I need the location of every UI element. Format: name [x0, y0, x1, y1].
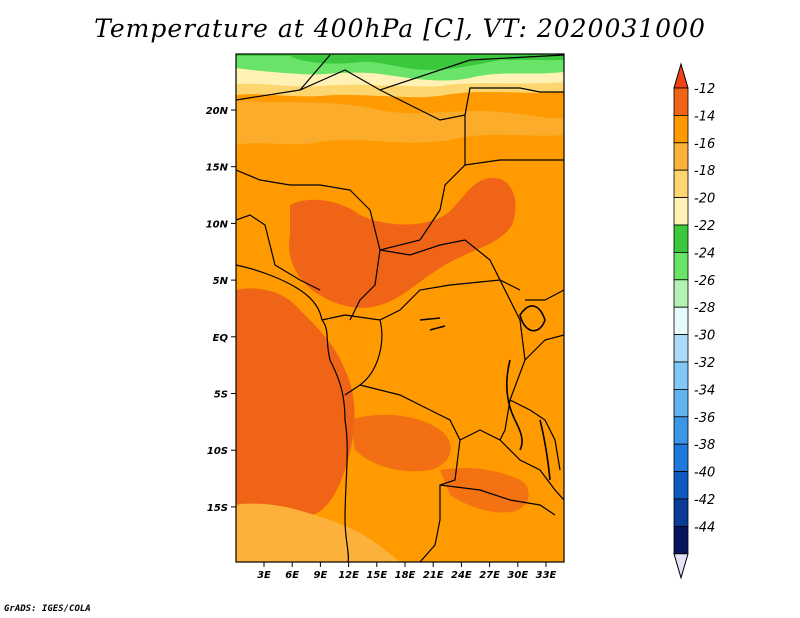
- cool-region-south: [236, 503, 400, 562]
- colorbar-level-label: -42: [694, 493, 715, 508]
- colorbar-swatch: [673, 115, 689, 144]
- lon-tick-label: 33E: [536, 570, 557, 581]
- colorbar-swatch: [673, 498, 689, 527]
- colorbar-level-label: -26: [694, 274, 715, 289]
- colorbar-level-label: -12: [694, 82, 715, 97]
- colorbar-level-label: -20: [694, 192, 715, 207]
- lon-tick-label: 21E: [423, 570, 444, 581]
- lat-tick-label: 20N: [206, 106, 229, 117]
- warm-region-south: [350, 414, 451, 472]
- colorbar: -12 -14 -16 -18 -20 -22 -24 -26 -28 -30 -32 -34 -36 -…: [673, 62, 715, 580]
- colorbar-swatch: [673, 388, 689, 418]
- temperature-field: [236, 54, 564, 562]
- lon-tick-label: 9E: [314, 570, 328, 581]
- colorbar-level-label: -30: [694, 329, 715, 344]
- lat-tick-label: 15S: [207, 503, 228, 514]
- colorbar-level-label: -38: [694, 438, 715, 453]
- colorbar-level-label: -28: [694, 301, 715, 316]
- lon-tick-label: 12E: [338, 570, 359, 581]
- colorbar-swatch: [673, 443, 689, 473]
- lon-tick-label: 24E: [451, 570, 472, 581]
- colorbar-swatch: [673, 334, 689, 363]
- colorbar-level-label: -40: [694, 466, 715, 481]
- colorbar-level-label: -22: [694, 219, 715, 234]
- warm-region-southeast: [440, 468, 529, 513]
- longitude-ticks: 3E 6E 9E 12E 15E 18E 21E 24E 27E 30E 33E: [257, 562, 557, 581]
- lon-tick-label: 15E: [366, 570, 387, 581]
- colorbar-level-label: -44: [694, 520, 715, 535]
- colorbar-swatch: [673, 197, 689, 226]
- lon-tick-label: 3E: [257, 570, 271, 581]
- colorbar-level-label: -32: [694, 356, 715, 371]
- lon-tick-label: 30E: [507, 570, 528, 581]
- colorbar-swatch: [673, 224, 689, 253]
- colorbar-swatch: [673, 361, 689, 390]
- warm-region-west: [236, 288, 355, 516]
- chart-title: Temperature at 400hPa [C], VT: 202003100…: [94, 14, 706, 43]
- colorbar-level-label: -18: [694, 164, 715, 179]
- colorbar-swatch: [673, 416, 689, 445]
- colorbar-swatch: [673, 471, 689, 500]
- lat-tick-label: 10S: [207, 446, 228, 457]
- colorbar-swatch: [673, 306, 689, 336]
- colorbar-bottom-arrow: [673, 553, 689, 580]
- credit-text: GrADS: IGES/COLA: [4, 604, 91, 614]
- colorbar-top-arrow: [673, 62, 689, 89]
- lat-tick-label: EQ: [213, 333, 229, 344]
- lat-tick-label: 5N: [213, 276, 229, 287]
- colorbar-level-label: -16: [694, 137, 715, 152]
- country-borders: [236, 54, 564, 562]
- colorbar-level-label: -24: [694, 246, 715, 261]
- latitude-ticks: 20N 15N 10N 5N EQ 5S 10S 15S: [206, 106, 236, 514]
- lon-tick-label: 18E: [395, 570, 416, 581]
- warm-region-center: [289, 177, 516, 308]
- colorbar-swatch: [673, 87, 689, 116]
- colorbar-level-label: -36: [694, 411, 715, 426]
- lat-tick-label: 15N: [206, 163, 229, 174]
- colorbar-swatch: [673, 251, 689, 281]
- band-22: [236, 54, 564, 70]
- colorbar-level-label: -14: [694, 109, 715, 124]
- colorbar-swatch: [673, 526, 689, 555]
- lakes: [419, 305, 551, 481]
- lat-tick-label: 10N: [206, 219, 229, 230]
- colorbar-level-label: -34: [694, 383, 715, 398]
- lon-tick-label: 6E: [285, 570, 299, 581]
- colorbar-swatch: [673, 279, 689, 308]
- colorbar-swatch: [673, 169, 689, 198]
- lon-tick-label: 27E: [479, 570, 500, 581]
- lat-tick-label: 5S: [214, 390, 228, 401]
- colorbar-swatch: [673, 142, 689, 171]
- map-frame: [235, 53, 565, 563]
- band-16b: [236, 100, 564, 145]
